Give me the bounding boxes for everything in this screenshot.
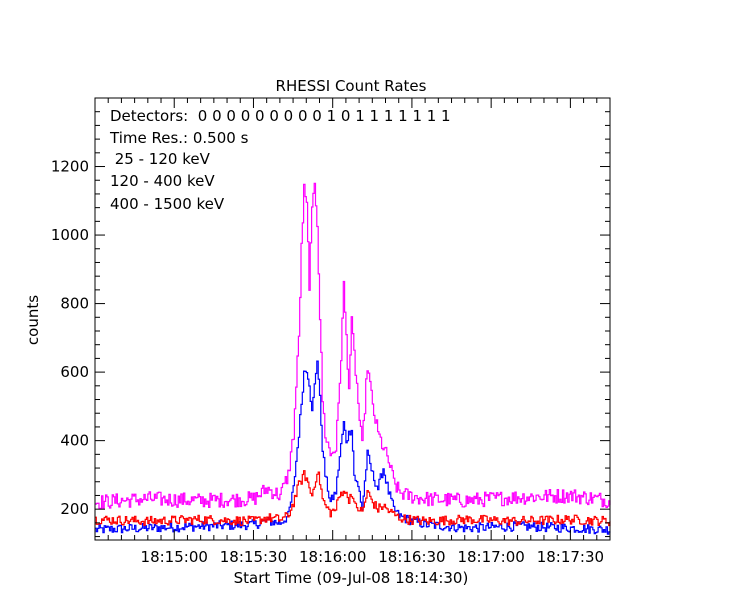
x-tick-label: 18:17:00	[457, 548, 524, 566]
legend-entry-120-400-kev: 120 - 400 keV	[110, 172, 215, 190]
plot-frame	[94, 97, 611, 541]
x-tick-label: 18:16:30	[378, 548, 445, 566]
detectors-annotation: Detectors: 0 0 0 0 0 0 0 0 0 1 0 1 1 1 1…	[110, 107, 451, 125]
legend-entry-400-1500-kev: 400 - 1500 keV	[110, 195, 225, 213]
x-tick-label: 18:15:30	[220, 548, 287, 566]
series-line-0	[95, 360, 611, 535]
series-line-2	[95, 470, 611, 527]
x-tick-label: 18:15:00	[141, 548, 208, 566]
x-axis-label: Start Time (09-Jul-08 18:14:30)	[234, 569, 469, 587]
y-tick-label: 1000	[51, 226, 89, 244]
series-line-1	[95, 182, 611, 510]
y-tick-label: 400	[60, 432, 89, 450]
x-tick-label: 18:17:30	[537, 548, 604, 566]
y-tick-label: 800	[60, 295, 89, 313]
y-tick-label: 200	[60, 500, 89, 518]
y-tick-label: 1200	[51, 158, 89, 176]
chart-title: RHESSI Count Rates	[276, 77, 427, 95]
time-resolution-annotation: Time Res.: 0.500 s	[109, 129, 249, 147]
x-tick-label: 18:16:00	[299, 548, 366, 566]
y-axis-label: counts	[24, 295, 42, 345]
legend-entry-25-120-kev: 25 - 120 keV	[110, 150, 211, 168]
y-tick-label: 600	[60, 363, 89, 381]
